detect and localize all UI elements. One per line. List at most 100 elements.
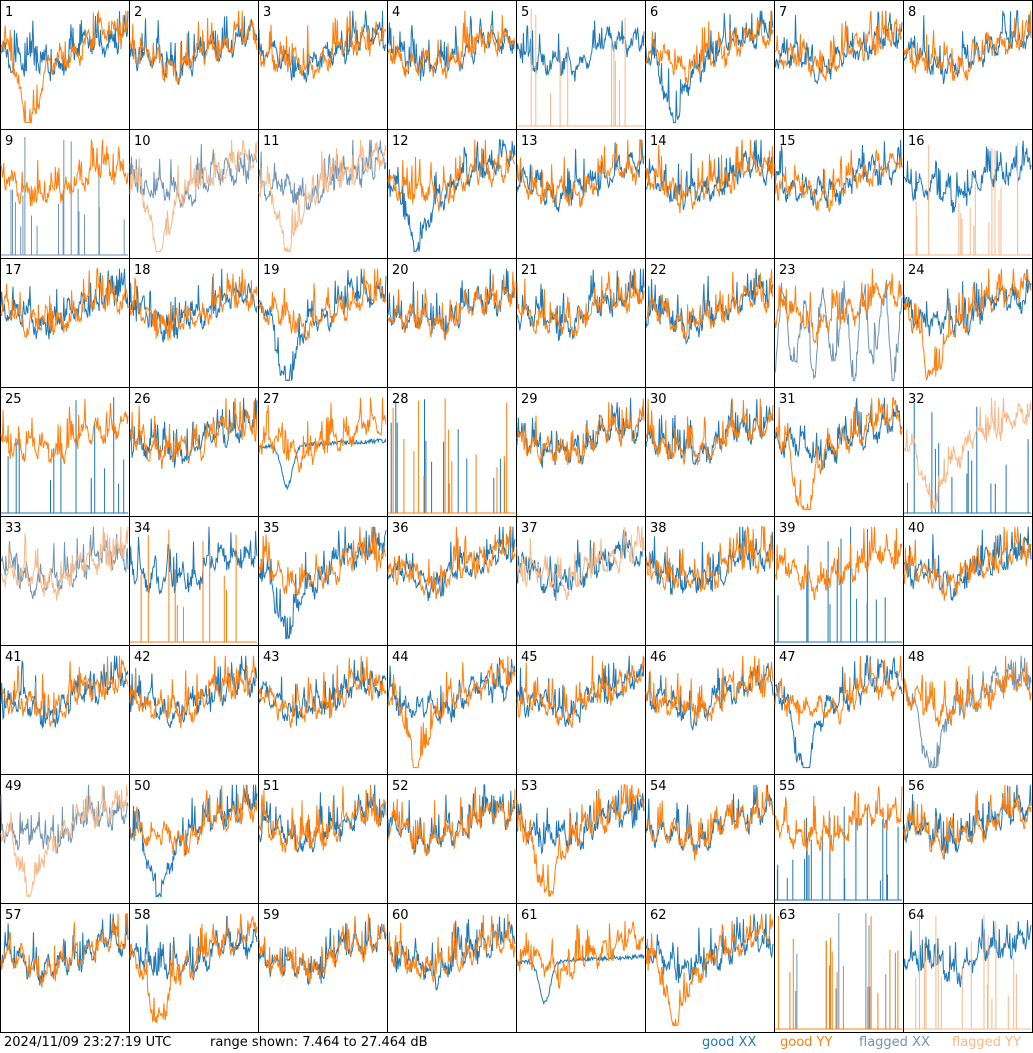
panel-label: 9	[5, 134, 13, 149]
panel-label: 24	[908, 263, 925, 278]
series-xx-line	[387, 526, 516, 602]
panel-label: 34	[134, 521, 151, 536]
series-yy-line	[903, 268, 1032, 381]
panel-label: 33	[5, 521, 22, 536]
panel-55: 55	[774, 774, 904, 904]
panel-label: 10	[134, 134, 151, 149]
series-yy-line	[258, 139, 387, 254]
panel-label: 45	[521, 650, 538, 665]
series-yy-line	[387, 913, 516, 983]
panel-label: 44	[392, 650, 409, 665]
panel-47: 47	[774, 645, 904, 775]
series-xx-line	[774, 279, 903, 382]
panel-27: 27	[258, 387, 388, 517]
series-xx-line	[258, 139, 387, 210]
panel-label: 50	[134, 779, 151, 794]
panel-label: 35	[263, 521, 280, 536]
series-yy-line	[387, 786, 516, 857]
panel-31: 31	[774, 387, 904, 517]
series-yy-line	[516, 398, 645, 466]
panel-12: 12	[387, 129, 517, 259]
series-yy-line	[903, 10, 1032, 82]
series-yy-line	[0, 784, 129, 898]
series-yy-line	[516, 526, 645, 601]
panel-52: 52	[387, 774, 517, 904]
panel-label: 13	[521, 134, 538, 149]
panel-label: 21	[521, 263, 538, 278]
panel-frame	[645, 0, 775, 130]
panel-frame	[903, 903, 1033, 1033]
series-yy-line	[387, 271, 516, 341]
panel-label: 8	[908, 5, 916, 20]
panel-label: 19	[263, 263, 280, 278]
panel-frame	[0, 129, 130, 259]
series-xx-line	[775, 806, 902, 901]
series-yy-line	[516, 920, 645, 990]
panel-26: 26	[129, 387, 259, 517]
series-xx-line	[775, 526, 902, 643]
series-xx-line	[904, 402, 1031, 514]
panel-6: 6	[645, 0, 775, 130]
series-yy-line	[387, 10, 516, 80]
panel-16: 16	[903, 129, 1033, 259]
series-xx-line	[516, 139, 645, 213]
panel-29: 29	[516, 387, 646, 517]
panel-frame	[387, 774, 517, 904]
series-yy-line	[1, 655, 129, 727]
panel-label: 42	[134, 650, 151, 665]
panel-label: 14	[650, 134, 667, 149]
series-yy-line	[130, 530, 257, 643]
panel-label: 12	[392, 134, 409, 149]
series-yy-line	[516, 784, 645, 897]
panel-label: 64	[908, 908, 925, 923]
panel-label: 22	[650, 263, 667, 278]
panel-40: 40	[903, 516, 1033, 646]
series-yy-line	[774, 526, 903, 601]
panel-10: 10	[129, 129, 259, 259]
panel-label: 52	[392, 779, 409, 794]
panel-44: 44	[387, 645, 517, 775]
series-xx-line	[1, 137, 128, 256]
series-yy-line	[903, 526, 1032, 601]
series-yy-line	[129, 655, 258, 729]
panel-7: 7	[774, 0, 904, 130]
panel-label: 47	[779, 650, 796, 665]
series-xx-line	[0, 913, 129, 986]
series-yy-line	[774, 655, 903, 725]
panel-41: 41	[0, 645, 130, 775]
series-yy-line	[516, 139, 645, 208]
series-yy-line	[516, 655, 645, 728]
panel-15: 15	[774, 129, 904, 259]
panel-42: 42	[129, 645, 259, 775]
panel-53: 53	[516, 774, 646, 904]
panel-frame	[387, 0, 517, 130]
panel-label: 38	[650, 521, 667, 536]
panel-frame	[129, 129, 259, 259]
panel-25: 25	[0, 387, 130, 517]
panel-14: 14	[645, 129, 775, 259]
series-yy-line	[903, 655, 1032, 727]
panel-3: 3	[258, 0, 388, 130]
panel-label: 18	[134, 263, 151, 278]
panel-label: 53	[521, 779, 538, 794]
panel-37: 37	[516, 516, 646, 646]
panel-62: 62	[645, 903, 775, 1033]
panel-label: 6	[650, 5, 658, 20]
panel-48: 48	[903, 645, 1033, 775]
series-yy-line	[0, 526, 129, 601]
panel-13: 13	[516, 129, 646, 259]
panel-28: 28	[387, 387, 517, 517]
panel-label: 57	[5, 908, 22, 923]
panel-frame	[258, 387, 388, 517]
series-yy-line	[258, 784, 387, 853]
series-xx-line	[387, 657, 516, 724]
panel-8: 8	[903, 0, 1033, 130]
panel-label: 36	[392, 521, 409, 536]
series-yy-line	[645, 139, 774, 214]
series-xx-line	[0, 526, 129, 600]
legend-good-yy: good YY	[780, 1035, 833, 1050]
series-yy-line	[258, 655, 387, 728]
panel-label: 62	[650, 908, 667, 923]
panel-label: 59	[263, 908, 280, 923]
